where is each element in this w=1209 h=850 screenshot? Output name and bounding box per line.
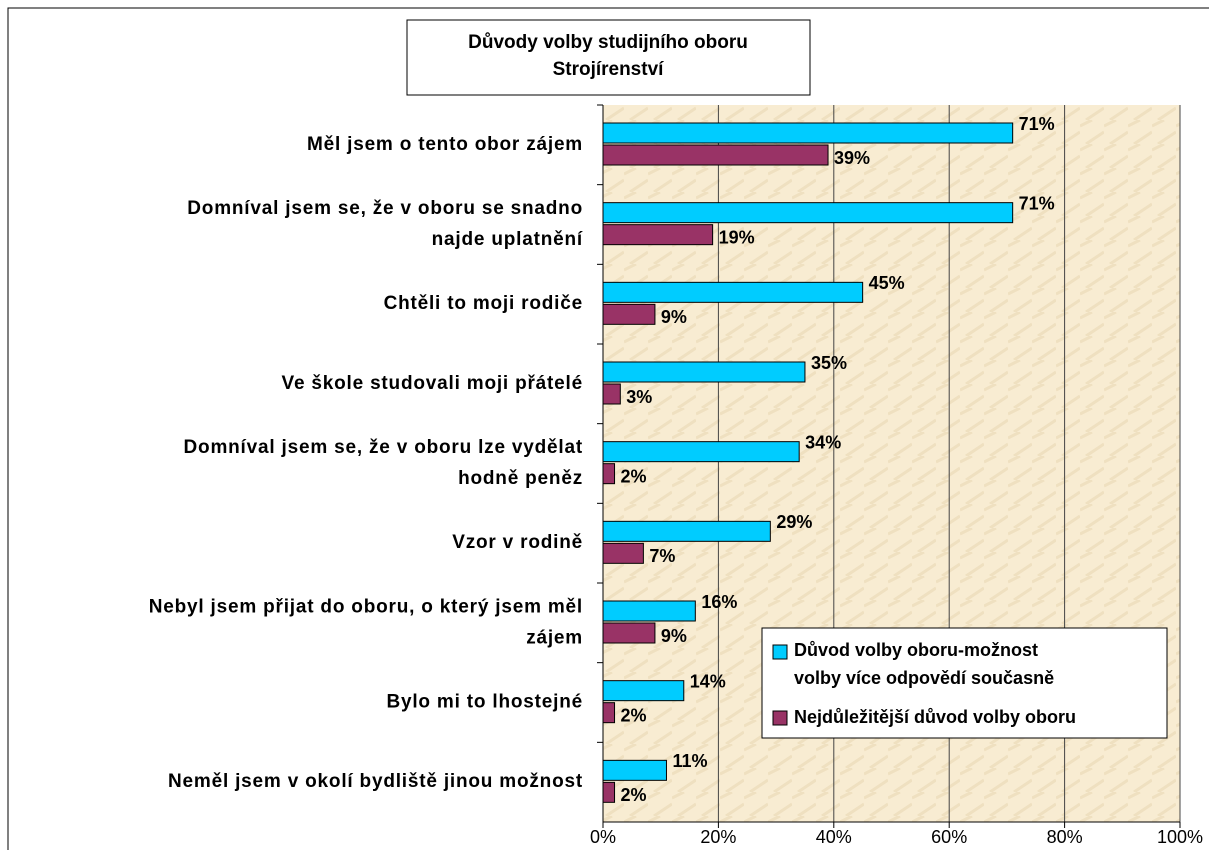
y-tick-label: Neměl jsem v okolí bydliště jinou možnos… [168, 771, 583, 792]
bar [602, 702, 616, 724]
bar [602, 463, 616, 485]
data-label: 39% [834, 148, 870, 168]
bar [602, 303, 656, 325]
data-label: 11% [672, 751, 707, 771]
data-label: 7% [649, 546, 675, 566]
x-tick-label: 20% [700, 827, 736, 847]
data-label: 2% [621, 466, 647, 486]
bar [602, 383, 621, 405]
data-label: 2% [621, 785, 647, 805]
bar [602, 600, 696, 622]
bar [602, 441, 800, 463]
chart-subtitle: Strojírenství [553, 59, 665, 80]
data-label: 34% [805, 432, 841, 452]
x-tick-label: 60% [931, 827, 967, 847]
legend [761, 627, 1168, 739]
data-label: 71% [1019, 193, 1055, 213]
x-tick-label: 100% [1157, 827, 1203, 847]
chart-title: Důvody volby studijního oboru [468, 32, 748, 53]
bar [602, 361, 806, 383]
data-label: 2% [621, 705, 647, 725]
bar [602, 224, 714, 246]
data-label: 71% [1019, 114, 1055, 134]
y-tick-label: Nebyl jsem přijat do oboru, o který jsem… [149, 596, 583, 648]
bar [602, 622, 656, 644]
legend-label: Důvod volby oboru-možnost volby více odpo… [794, 640, 1054, 688]
y-tick-label: Vzor v rodině [452, 532, 583, 553]
y-tick-label: Domníval jsem se, že v oboru lze vydělat… [184, 437, 583, 489]
x-tick-label: 0% [590, 827, 616, 847]
y-tick-label: Měl jsem o tento obor zájem [307, 134, 583, 155]
y-tick-label: Domníval jsem se, že v oboru se snadno na… [187, 198, 583, 250]
bar [602, 542, 644, 564]
bar [602, 781, 616, 803]
legend-swatch [772, 644, 788, 660]
legend-swatch [772, 710, 788, 726]
data-label: 29% [776, 512, 812, 532]
bar [602, 759, 667, 781]
y-tick-label: Bylo mi to lhostejné [386, 692, 583, 713]
data-label: 16% [701, 592, 737, 612]
data-label: 14% [690, 671, 726, 691]
data-label: 9% [661, 307, 687, 327]
y-tick-label: Ve škole studovali moji přátelé [282, 373, 583, 394]
data-label: 3% [626, 387, 652, 407]
bar [602, 680, 685, 702]
x-tick-label: 80% [1047, 827, 1083, 847]
data-label: 45% [869, 273, 905, 293]
y-tick-label: Chtěli to moji rodiče [384, 293, 583, 314]
bar [602, 520, 771, 542]
bar [602, 281, 864, 303]
data-label: 19% [719, 227, 755, 247]
bar [602, 144, 829, 166]
x-tick-label: 40% [816, 827, 852, 847]
data-label: 35% [811, 353, 847, 373]
bar [602, 202, 1014, 224]
title-box [406, 19, 811, 96]
data-label: 9% [661, 626, 687, 646]
legend-label: Nejdůležitější důvod volby oboru [794, 707, 1076, 727]
bar [602, 122, 1014, 144]
